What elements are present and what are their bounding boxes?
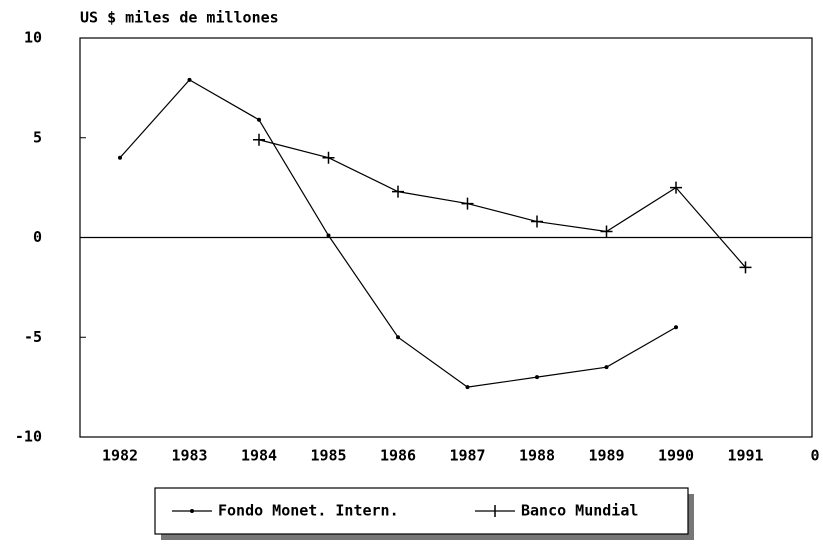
x-tick-label: 1991 <box>727 447 763 465</box>
x-tick-label: 1988 <box>519 447 555 465</box>
x-tick-label: 1990 <box>658 447 694 465</box>
x-tick-label: 1984 <box>241 447 277 465</box>
point-marker <box>670 181 682 194</box>
x-tick-label: 1982 <box>102 447 138 465</box>
legend-label: Fondo Monet. Intern. <box>218 502 399 520</box>
point-marker <box>600 225 613 238</box>
point-marker <box>326 233 331 238</box>
point-marker <box>604 365 609 370</box>
point-marker <box>257 117 261 122</box>
point-marker <box>531 215 543 228</box>
point-marker <box>396 335 400 340</box>
point-marker <box>535 375 539 380</box>
legend-box <box>154 487 689 535</box>
point-marker <box>461 197 474 210</box>
y-tick-label: 10 <box>24 29 42 47</box>
x-tick-label: 1985 <box>310 447 346 465</box>
series-line <box>258 139 746 268</box>
x-tick-label: 1986 <box>380 447 416 465</box>
legend-label: Banco Mundial <box>521 502 638 520</box>
y-tick-label: 5 <box>33 128 42 146</box>
x-tick-label: 0 <box>810 447 819 465</box>
x-tick-label: 1989 <box>588 447 624 465</box>
legend-marker <box>190 509 194 513</box>
point-marker <box>674 325 678 330</box>
y-tick-label: 0 <box>33 228 42 246</box>
series-line <box>119 79 677 388</box>
point-marker <box>118 155 122 160</box>
point-marker <box>322 151 335 164</box>
x-tick-label: 1983 <box>171 447 207 465</box>
point-marker <box>187 77 192 82</box>
x-tick-label: 1987 <box>449 447 485 465</box>
point-marker <box>392 185 404 198</box>
point-marker <box>465 385 470 390</box>
y-tick-label: -5 <box>24 328 42 346</box>
point-marker <box>253 133 265 146</box>
point-marker <box>739 261 752 274</box>
chart-title: US $ miles de millones <box>80 9 279 27</box>
y-tick-label: -10 <box>15 428 42 446</box>
